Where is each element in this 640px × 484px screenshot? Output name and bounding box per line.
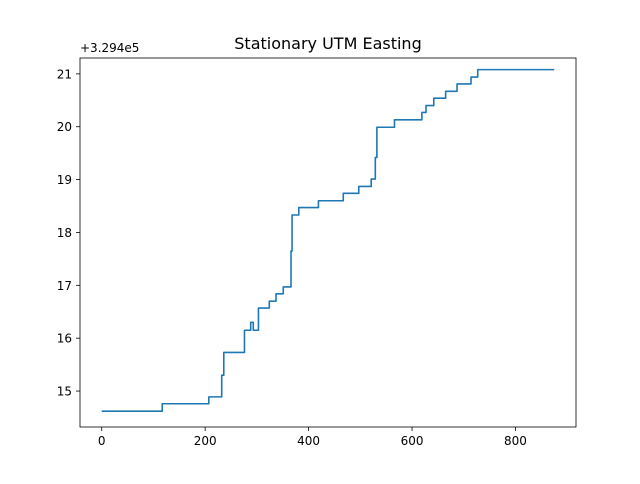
y-tick-label: 21	[57, 67, 72, 81]
x-tick-label: 200	[194, 434, 217, 448]
chart-title: Stationary UTM Easting	[234, 34, 421, 53]
x-tick-label: 600	[401, 434, 424, 448]
y-offset-text: +3.294e5	[80, 41, 139, 55]
y-tick-label: 15	[57, 385, 72, 399]
y-tick-label: 18	[57, 226, 72, 240]
x-axis: 0 200 400 600 800	[98, 427, 527, 448]
y-tick-label: 20	[57, 120, 72, 134]
data-series-line	[101, 68, 555, 412]
y-axis: 15 16 17 18 19 20 21	[57, 67, 80, 399]
x-tick-label: 400	[297, 434, 320, 448]
y-tick-label: 16	[57, 332, 72, 346]
plot-frame	[79, 57, 577, 428]
x-tick-label: 800	[504, 434, 527, 448]
x-tick-label: 0	[98, 434, 106, 448]
y-tick-label: 17	[57, 279, 72, 293]
y-tick-label: 19	[57, 173, 72, 187]
